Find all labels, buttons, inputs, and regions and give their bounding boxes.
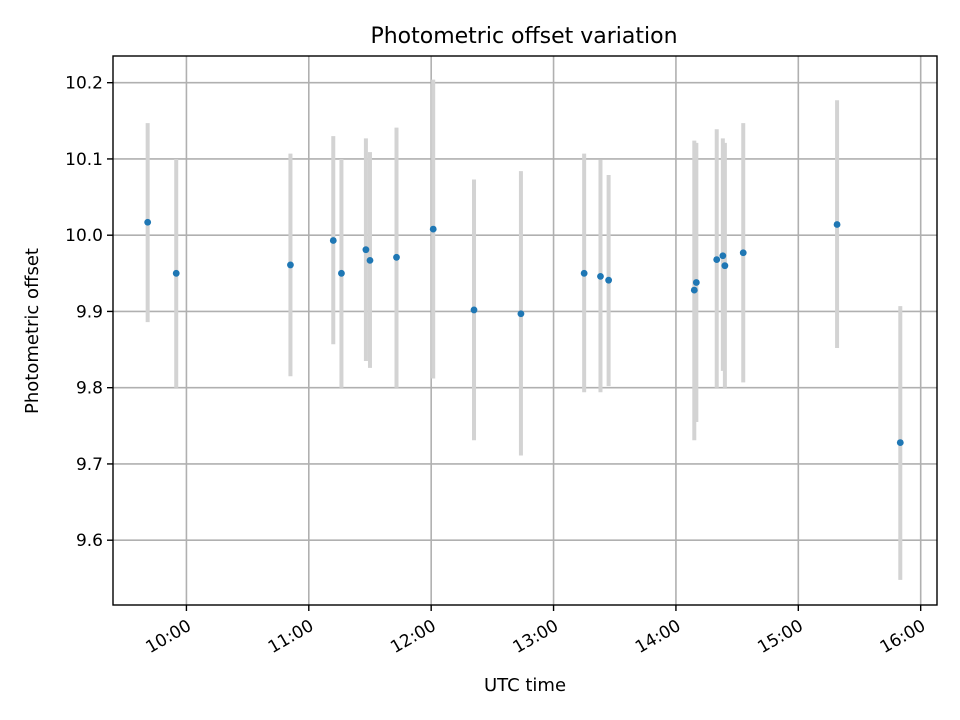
y-axis-label: Photometric offset: [22, 248, 43, 414]
x-tick-label: 12:00: [387, 616, 439, 658]
x-tick-label: 15:00: [754, 616, 806, 658]
data-point: [719, 252, 727, 260]
data-point: [690, 286, 698, 294]
data-point: [833, 221, 841, 228]
data-point: [362, 246, 370, 254]
data-point: [517, 310, 525, 318]
data-point: [692, 279, 700, 286]
y-tick-label: 9.6: [76, 531, 103, 551]
y-tick-label: 10.1: [65, 150, 103, 170]
data-point: [172, 269, 180, 277]
data-point: [393, 253, 400, 261]
data-point: [605, 276, 613, 284]
data-point: [580, 269, 588, 277]
error-bars: [145, 79, 903, 580]
x-tick-label: 16:00: [877, 616, 929, 658]
y-tick-label: 9.8: [76, 379, 103, 399]
data-point: [721, 262, 729, 270]
data-point: [597, 272, 604, 280]
grid: [113, 56, 937, 605]
y-tick-label: 10.0: [65, 226, 103, 246]
data-point: [429, 225, 437, 233]
data-point: [287, 261, 294, 269]
y-tick-label: 9.7: [76, 455, 103, 475]
y-tick-label: 9.9: [76, 302, 103, 322]
data-point: [338, 269, 345, 277]
x-tick-label: 11:00: [265, 616, 317, 658]
x-tick-label: 14:00: [632, 616, 684, 658]
x-axis: 10:00 11:00 12:00 13:00 14:00 15:00 16:00: [142, 605, 929, 658]
y-axis: 9.6 9.7 9.8 9.9 10.0 10.1 10.2: [65, 74, 113, 551]
data-point: [713, 256, 721, 263]
data-point: [470, 306, 478, 314]
chart-title: Photometric offset variation: [370, 24, 677, 49]
data-point: [144, 218, 152, 226]
data-point: [739, 249, 747, 257]
data-point: [896, 439, 904, 446]
data-point: [329, 237, 337, 244]
x-tick-label: 13:00: [510, 616, 562, 658]
x-axis-label: UTC time: [484, 675, 566, 696]
plot-frame: [112, 55, 938, 606]
data-point: [366, 256, 374, 264]
data-points: [144, 218, 904, 446]
y-tick-label: 10.2: [65, 74, 103, 94]
x-tick-label: 10:00: [142, 616, 194, 658]
